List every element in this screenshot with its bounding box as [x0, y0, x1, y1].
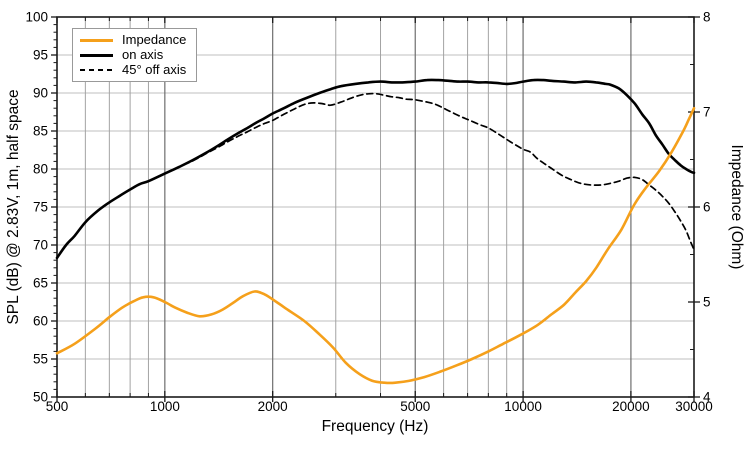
legend-swatch-impedance-line	[80, 38, 113, 42]
y-axis-title-right: Impedance (Ohm)	[728, 144, 745, 270]
series-impedance-line	[55, 106, 696, 385]
y-left-tick-label: 100	[25, 10, 48, 25]
y-right-tick-label: 4	[703, 390, 711, 405]
legend-swatch-on-axis-line	[80, 53, 113, 57]
x-tick-label: 10000	[504, 399, 542, 414]
y-left-tick-label: 60	[33, 314, 48, 329]
series-off_axis-line	[56, 92, 695, 259]
y-axis-title-left: SPL (dB) @ 2.83V, 1m, half space	[5, 89, 22, 325]
y-left-tick-label: 85	[33, 124, 48, 139]
y-left-tick-label: 90	[33, 86, 48, 101]
x-tick-label: 500	[46, 399, 69, 414]
y-right-tick-label: 5	[703, 295, 711, 310]
legend-swatch-off-axis-line	[80, 69, 113, 71]
y-left-tick-label: 70	[33, 238, 48, 253]
series-on_axis-line	[55, 78, 696, 260]
legend-item-off-axis: 45° off axis	[80, 63, 186, 77]
y-left-tick-label: 55	[33, 352, 48, 367]
y-right-tick-label: 8	[703, 10, 711, 25]
legend-label-on-axis: on axis	[122, 47, 164, 62]
legend-item-on-axis: on axis	[80, 48, 186, 62]
x-tick-label: 30000	[675, 399, 713, 414]
legend-label-impedance: Impedance	[122, 32, 187, 47]
y-right-tick-label: 7	[703, 105, 711, 120]
y-left-tick-label: 50	[33, 390, 48, 405]
x-axis-title: Frequency (Hz)	[321, 418, 429, 435]
legend-item-impedance: Impedance	[80, 33, 186, 47]
legend-label-off-axis: 45° off axis	[122, 62, 187, 77]
x-tick-label: 20000	[612, 399, 650, 414]
y-left-tick-label: 80	[33, 162, 48, 177]
y-left-tick-label: 65	[33, 276, 48, 291]
legend: Impedance on axis 45° off axis	[72, 28, 198, 82]
y-right-tick-label: 6	[703, 200, 711, 215]
y-left-tick-label: 75	[33, 200, 48, 215]
y-left-tick-label: 95	[33, 48, 48, 63]
x-tick-label: 5000	[400, 399, 430, 414]
x-tick-label: 2000	[258, 399, 288, 414]
x-tick-label: 1000	[150, 399, 180, 414]
